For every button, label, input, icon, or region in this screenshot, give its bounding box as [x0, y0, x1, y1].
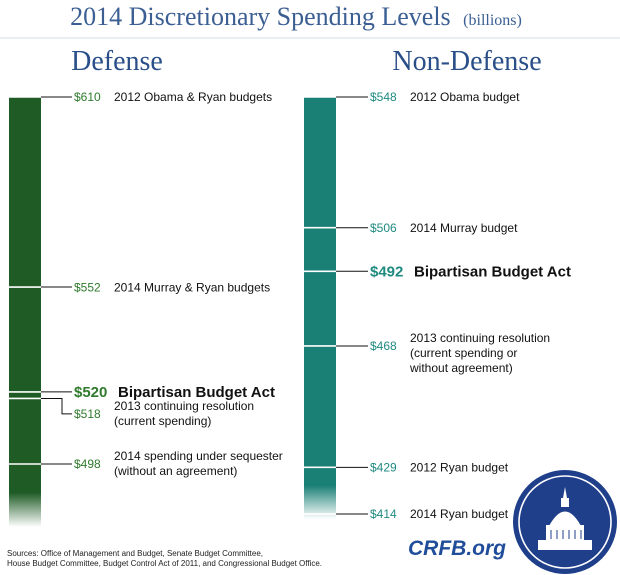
crfb-brand[interactable]: CRFB.org — [408, 537, 506, 560]
nondefense-heading: Non-Defense — [392, 46, 541, 77]
chart-title-unit: (billions) — [463, 12, 522, 29]
defense-description: (current spending) — [114, 414, 211, 428]
nondefense-description: without agreement) — [409, 361, 513, 375]
capitol-dome-icon — [513, 470, 617, 574]
nondefense-value-label: $414 — [370, 507, 397, 521]
nondefense-description: 2014 Ryan budget — [410, 507, 509, 521]
defense-value-label: $610 — [74, 90, 101, 104]
nondefense-description: 2014 Murray budget — [410, 221, 518, 235]
nondefense-value-label: $429 — [370, 461, 397, 475]
defense-leader — [41, 397, 72, 415]
defense-value-label: $498 — [74, 457, 101, 471]
defense-value-label: $520 — [74, 384, 107, 401]
defense-description: 2014 spending under sequester — [114, 449, 283, 463]
chart-title-main: 2014 Discretionary Spending Levels — [70, 2, 451, 31]
defense-description: 2014 Murray & Ryan budgets — [114, 280, 270, 294]
nondefense-description: Bipartisan Budget Act — [414, 264, 571, 281]
defense-description: 2012 Obama & Ryan budgets — [114, 90, 272, 104]
defense-description: Bipartisan Budget Act — [118, 384, 275, 401]
defense-description: (without an agreement) — [114, 464, 237, 478]
nondefense-value-label: $548 — [370, 90, 397, 104]
sources-note: Sources: Office of Management and Budget… — [7, 549, 407, 569]
sources-line-2: House Budget Committee, Budget Control A… — [7, 559, 323, 568]
defense-value-label: $518 — [74, 407, 101, 421]
nondefense-description: 2012 Ryan budget — [410, 461, 509, 475]
defense-heading: Defense — [71, 46, 163, 77]
nondefense-markers: $548 2012 Obama budget $506 2014 Murray bud… — [303, 90, 571, 521]
nondefense-value-label: $492 — [370, 264, 403, 281]
defense-value-label: $552 — [74, 280, 101, 294]
chart-title: 2014 Discretionary Spending Levels (bill… — [70, 2, 522, 31]
nondefense-description: 2013 continuing resolution — [410, 331, 550, 345]
nondefense-description: 2012 Obama budget — [410, 90, 520, 104]
nondefense-value-label: $468 — [370, 339, 397, 353]
defense-description: 2013 continuing resolution — [114, 399, 254, 413]
sources-line-1: Sources: Office of Management and Budget… — [7, 549, 264, 558]
nondefense-description: (current spending or — [410, 346, 517, 360]
defense-markers: $610 2012 Obama & Ryan budgets $552 2014 Mu… — [8, 90, 283, 478]
nondefense-value-label: $506 — [370, 221, 397, 235]
nondefense-bar — [304, 97, 336, 519]
defense-bar — [9, 97, 41, 527]
